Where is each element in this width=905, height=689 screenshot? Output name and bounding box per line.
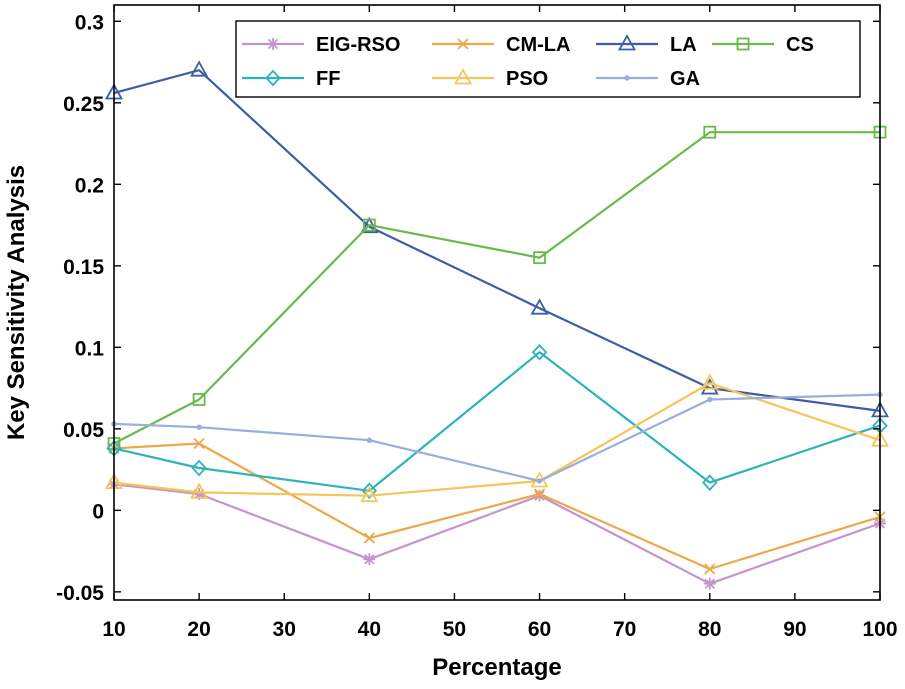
x-tick-label: 40 — [358, 618, 381, 641]
data-point-ga — [536, 478, 543, 484]
legend-label: CS — [786, 34, 814, 56]
data-point-cm-la — [193, 437, 205, 450]
data-point-la — [530, 298, 549, 315]
x-tick-label: 10 — [102, 618, 125, 641]
legend-marker — [453, 68, 473, 85]
series-line-eig-rso — [113, 483, 881, 585]
legend-label: FF — [316, 68, 340, 90]
x-tick-label: 30 — [273, 618, 296, 641]
y-tick-label: 0.15 — [63, 256, 104, 279]
data-point-cs — [703, 125, 717, 139]
data-point-cs — [533, 251, 546, 265]
x-axis-title: Percentage — [432, 654, 561, 681]
y-tick-label: 0.05 — [63, 419, 104, 442]
data-point-ga — [366, 437, 373, 443]
series-line-pso — [113, 382, 881, 497]
data-point-cs — [192, 393, 206, 406]
legend-item: PSO — [432, 68, 548, 90]
x-tick-label: 80 — [698, 618, 721, 641]
data-point-la — [190, 60, 209, 77]
legend-item: CS — [712, 34, 814, 56]
y-tick-label: 0.2 — [75, 174, 104, 197]
x-tick-label: 20 — [187, 618, 210, 641]
legend-marker — [617, 34, 637, 51]
series-line-ga — [113, 393, 881, 483]
data-point-ff — [531, 343, 548, 361]
data-point-ff — [361, 482, 378, 500]
data-point-ff — [191, 459, 207, 477]
legend-label: PSO — [506, 68, 548, 90]
legend-label: EIG-RSO — [316, 34, 400, 56]
plot-area-frame — [113, 4, 881, 601]
data-point-cs — [362, 218, 376, 232]
series-line-cm-la — [113, 442, 881, 571]
legend-label: GA — [670, 68, 700, 90]
legend-marker — [265, 69, 281, 87]
x-tick-label: 70 — [613, 618, 636, 641]
x-tick-label: 100 — [862, 618, 897, 641]
data-point-cm-la — [363, 532, 375, 544]
legend-box — [235, 20, 861, 98]
legend-item: FF — [242, 68, 340, 90]
y-tick-label: 0.3 — [75, 11, 104, 34]
data-point-pso — [360, 485, 379, 503]
y-axis-title: Key Sensitivity Analysis — [3, 165, 30, 440]
data-point-ga — [196, 424, 202, 430]
data-point-cm-la — [533, 488, 546, 500]
legend-label: LA — [670, 34, 697, 56]
legend-marker — [267, 38, 279, 50]
axis-ticks: 10 20 30 40 50 60 70 80 90 100 -0.05 0 0.05 0.1 0.15 0.… — [56, 5, 898, 641]
legend-item: GA — [596, 68, 700, 90]
series-pso — [104, 373, 890, 503]
data-point-ff — [702, 474, 718, 491]
data-point-cm-la — [704, 563, 716, 575]
y-tick-label: 0.25 — [63, 93, 104, 116]
series-line-cs — [113, 131, 880, 445]
legend-marker — [736, 37, 750, 51]
data-point-pso — [700, 373, 719, 390]
y-tick-label: 0 — [92, 500, 104, 523]
data-point-la — [700, 378, 719, 395]
y-tick-label: -0.05 — [56, 582, 104, 605]
x-tick-label: 90 — [783, 618, 806, 641]
x-tick-label: 60 — [528, 618, 551, 641]
legend-item: CM-LA — [432, 34, 570, 56]
data-point-eig-rso — [703, 577, 716, 590]
data-point-ga — [707, 396, 713, 403]
data-point-eig-rso — [363, 553, 376, 566]
y-tick-label: 0.1 — [75, 337, 105, 360]
legend-marker — [624, 75, 630, 81]
legend-item: LA — [596, 34, 697, 56]
legend-marker — [457, 38, 469, 50]
legend-item: EIG-RSO — [242, 34, 400, 56]
legend-label: CM-LA — [506, 34, 570, 56]
legend: EIG-RSO CM-LA LA CS FF PSO GA — [235, 20, 861, 98]
series-line-ff — [113, 351, 881, 492]
x-tick-label: 50 — [443, 618, 466, 641]
data-point-pso — [190, 482, 209, 499]
